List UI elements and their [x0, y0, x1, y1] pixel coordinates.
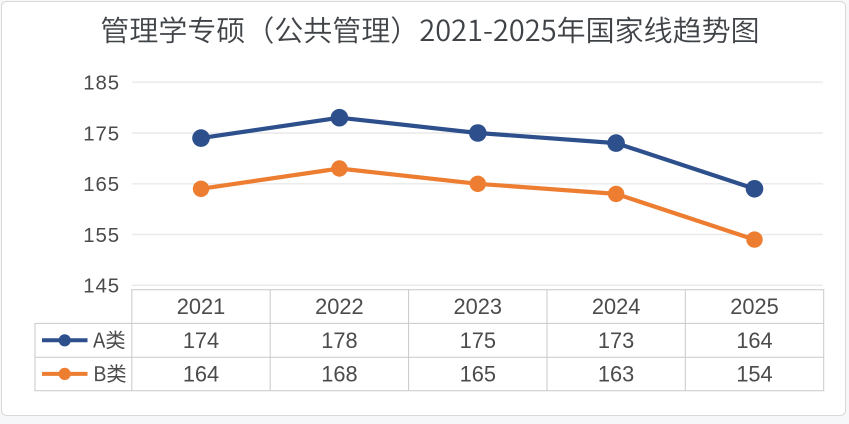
svg-text:145: 145 — [83, 276, 120, 298]
svg-text:168: 168 — [321, 362, 357, 387]
svg-text:154: 154 — [736, 362, 772, 387]
svg-text:164: 164 — [736, 328, 772, 353]
svg-text:2022: 2022 — [315, 294, 364, 319]
svg-text:155: 155 — [83, 225, 120, 247]
svg-text:175: 175 — [83, 123, 120, 145]
svg-text:2023: 2023 — [454, 294, 503, 319]
svg-text:185: 185 — [83, 73, 120, 95]
svg-text:2021: 2021 — [177, 294, 226, 319]
svg-text:163: 163 — [598, 362, 634, 387]
svg-text:165: 165 — [83, 174, 120, 196]
svg-text:174: 174 — [183, 328, 219, 353]
svg-text:178: 178 — [321, 328, 357, 353]
svg-text:175: 175 — [460, 328, 496, 353]
svg-text:165: 165 — [460, 362, 496, 387]
svg-text:173: 173 — [598, 328, 634, 353]
svg-text:2025: 2025 — [730, 294, 779, 319]
svg-text:2024: 2024 — [592, 294, 641, 319]
svg-text:164: 164 — [183, 362, 219, 387]
